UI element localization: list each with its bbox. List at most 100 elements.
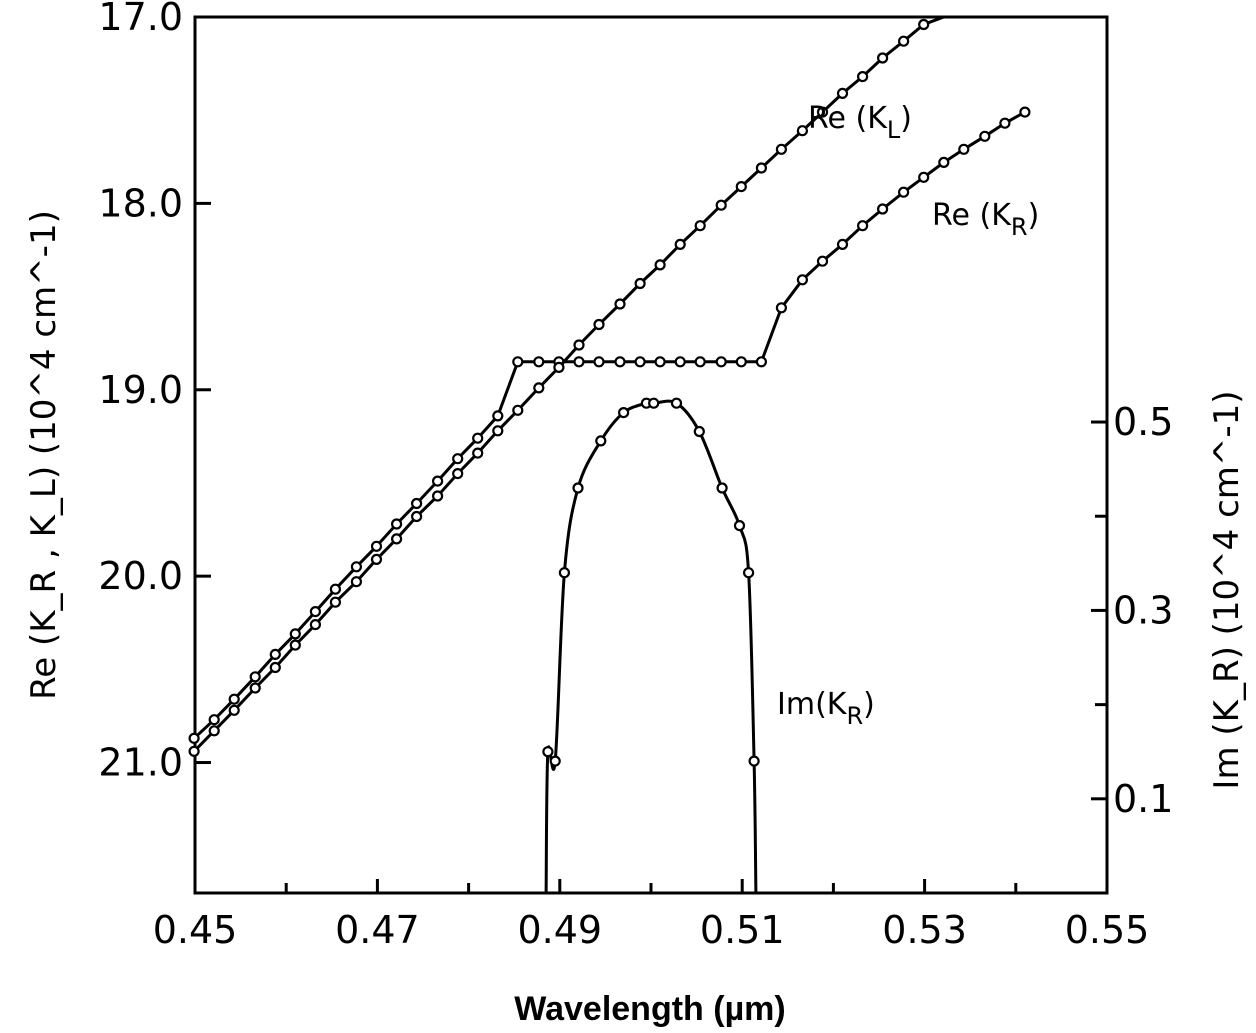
- series-line-im-k-r: [544, 399, 758, 894]
- data-point-re-k-l: [979, 130, 991, 142]
- data-point-re-k-l: [391, 518, 403, 530]
- right-y-tick-label: 0.1: [1113, 777, 1173, 821]
- left-y-axis-ticks: 17.0 18.0 19.0 20.0 21.0: [98, 0, 211, 785]
- x-tick-label: 0.49: [517, 908, 602, 952]
- data-point-re-k-r: [228, 704, 240, 716]
- data-point-re-k-l: [370, 540, 383, 552]
- data-point-re-k-r: [249, 682, 261, 694]
- data-point-re-k-l: [856, 220, 869, 232]
- right-y-axis-title: Im (K_R) (10^4 cm^-1): [1207, 390, 1247, 789]
- series-label-re-kr: Re (KR): [932, 198, 1039, 241]
- data-point-re-k-r: [432, 490, 444, 502]
- data-point-re-k-r: [553, 361, 565, 373]
- data-point-re-k-r: [188, 745, 200, 757]
- data-point-re-k-r: [289, 639, 301, 651]
- x-tick-label: 0.45: [153, 908, 238, 952]
- data-point-re-k-r: [208, 725, 220, 737]
- x-tick-label: 0.53: [882, 908, 967, 952]
- data-point-re-k-r: [329, 596, 341, 608]
- data-point-re-k-r: [593, 318, 605, 331]
- data-point-re-k-l: [188, 732, 200, 744]
- data-point-im-k-r: [670, 397, 683, 409]
- data-point-re-k-r: [634, 277, 646, 290]
- series-label-im-kr: Im(KR): [777, 687, 875, 730]
- data-point-re-k-r: [269, 661, 281, 674]
- data-point-im-k-r: [742, 567, 755, 579]
- data-point-re-k-r: [816, 106, 829, 118]
- left-y-tick-label: 17.0: [98, 0, 183, 39]
- data-point-re-k-l: [775, 302, 788, 314]
- data-point-re-k-l: [533, 356, 545, 368]
- data-point-im-k-r: [733, 519, 746, 532]
- data-point-re-k-r: [411, 510, 423, 523]
- left-y-tick-label: 20.0: [98, 554, 183, 598]
- data-point-im-k-r: [693, 425, 705, 438]
- x-axis-title: Wavelength (µm): [514, 990, 785, 1028]
- data-point-re-k-r: [694, 220, 706, 232]
- data-point-re-k-l: [897, 186, 910, 198]
- data-point-re-k-r: [472, 447, 484, 459]
- data-point-re-k-l: [573, 356, 585, 368]
- data-point-re-k-r: [309, 618, 321, 631]
- data-point-re-k-l: [614, 356, 626, 368]
- series-line-re-k-l: [193, 110, 1026, 740]
- series-label-re-kl: Re (KL): [808, 101, 912, 144]
- data-point-re-k-r: [755, 162, 768, 174]
- data-point-im-k-r: [617, 407, 630, 419]
- data-point-im-k-r: [572, 482, 584, 494]
- data-point-re-k-l: [938, 156, 950, 168]
- data-point-re-k-l: [816, 255, 829, 267]
- data-point-re-k-r: [452, 468, 464, 480]
- data-point-re-k-l: [350, 561, 362, 573]
- data-point-re-k-r: [775, 143, 788, 155]
- right-y-axis-ticks: 0.5 0.3 0.1: [1091, 400, 1173, 821]
- x-tick-label: 0.47: [335, 908, 420, 952]
- data-point-re-k-l: [472, 432, 484, 444]
- left-y-axis-title: Re (K_R , K_L) (10^4 cm^-1): [24, 210, 64, 700]
- data-point-re-k-l: [836, 238, 849, 250]
- data-point-re-k-l: [452, 453, 464, 465]
- data-point-re-k-l: [593, 356, 605, 368]
- data-point-re-k-l: [876, 203, 889, 215]
- data-point-re-k-l: [269, 648, 281, 661]
- data-point-re-k-r: [391, 533, 403, 545]
- left-y-tick-label: 18.0: [98, 181, 183, 225]
- data-point-re-k-l: [654, 356, 666, 368]
- data-point-re-k-r: [492, 425, 504, 437]
- data-point-re-k-r: [533, 382, 545, 394]
- data-point-im-k-r: [595, 435, 607, 447]
- data-point-re-k-l: [796, 274, 809, 286]
- data-point-re-k-l: [309, 605, 321, 618]
- data-point-im-k-r: [648, 397, 660, 409]
- data-point-re-k-l: [249, 671, 261, 683]
- data-point-im-k-r: [558, 567, 571, 579]
- data-point-re-k-l: [329, 583, 341, 595]
- data-point-re-k-r: [350, 576, 362, 588]
- data-point-re-k-l: [512, 356, 524, 368]
- data-point-re-k-l: [735, 356, 747, 368]
- data-point-re-k-l: [289, 628, 301, 640]
- data-point-re-k-r: [674, 238, 686, 250]
- data-point-re-k-r: [856, 70, 869, 83]
- x-axis-ticks: 0.45 0.47 0.49 0.51 0.53 0.55: [153, 879, 1149, 952]
- right-y-tick-label: 0.3: [1113, 588, 1173, 632]
- data-point-re-k-r: [654, 259, 666, 271]
- data-point-re-k-l: [432, 475, 444, 487]
- data-point-re-k-l: [228, 693, 240, 705]
- data-point-re-k-l: [674, 356, 686, 368]
- data-point-im-k-r: [549, 755, 561, 767]
- data-point-re-k-r: [614, 298, 626, 310]
- data-point-re-k-l: [755, 356, 768, 368]
- data-point-re-k-r: [735, 181, 747, 193]
- data-point-re-k-r: [897, 35, 910, 47]
- data-point-re-k-l: [634, 356, 646, 368]
- data-point-re-k-r: [573, 339, 585, 351]
- data-point-re-k-l: [411, 497, 423, 510]
- data-point-re-k-l: [999, 117, 1011, 129]
- data-point-re-k-l: [492, 410, 504, 422]
- data-point-im-k-r: [542, 746, 554, 758]
- data-point-re-k-r: [796, 125, 809, 137]
- data-point-re-k-l: [1019, 106, 1031, 118]
- data-point-re-k-l: [208, 714, 220, 726]
- data-point-re-k-r: [715, 199, 727, 211]
